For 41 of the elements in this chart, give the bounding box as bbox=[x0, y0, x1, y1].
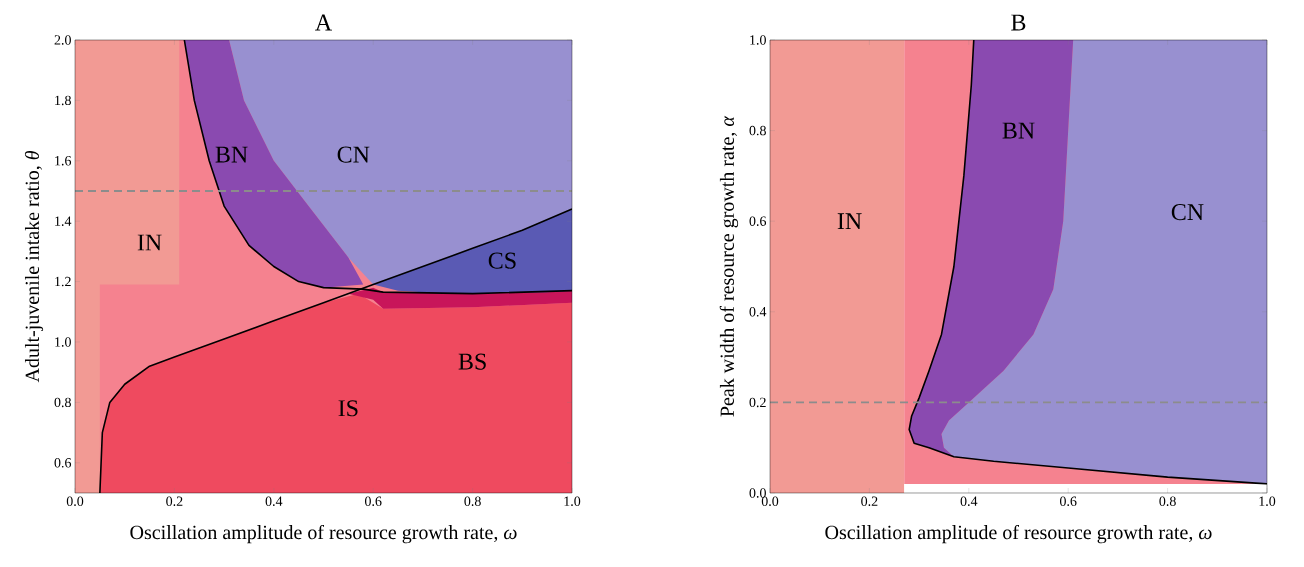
x-tick-label: 0.0 bbox=[761, 496, 779, 507]
x-tick-label: 1.0 bbox=[1259, 496, 1276, 507]
annotation: CN bbox=[337, 146, 370, 163]
x-tick-label: 0.2 bbox=[166, 496, 183, 507]
x-tick-label: 0.4 bbox=[265, 496, 283, 507]
annotation: CS bbox=[488, 252, 516, 269]
y-axis-title: Adult-juvenile intake ratio, θ bbox=[24, 150, 44, 383]
y-tick-label: 1.2 bbox=[55, 276, 71, 287]
x-tick-label: 0.8 bbox=[1159, 496, 1176, 507]
annotation: BN bbox=[1002, 122, 1035, 139]
y-tick-label: 0.6 bbox=[749, 216, 767, 226]
x-axis-title: Oscillation amplitude of resource growth rate, ω bbox=[825, 524, 1212, 544]
y-tick-label: 1.4 bbox=[55, 216, 72, 226]
y-tick-label: 1.6 bbox=[55, 156, 72, 166]
y-tick-label: 0.8 bbox=[54, 397, 71, 408]
x-tick-label: 0.0 bbox=[66, 496, 84, 507]
y-tick-label: 2.0 bbox=[54, 35, 71, 45]
x-axis-title: Oscillation amplitude of resource growth rate, ω bbox=[130, 524, 517, 544]
x-tick-label: 1.0 bbox=[564, 496, 581, 507]
annotation: IN bbox=[137, 234, 162, 251]
y-tick-label: 1.0 bbox=[750, 35, 766, 45]
y-tick-label: 0.8 bbox=[749, 125, 766, 136]
annotation: BN bbox=[215, 146, 248, 163]
y-tick-label: 0.0 bbox=[749, 488, 766, 498]
annotation: IS bbox=[338, 400, 358, 417]
x-tick-label: 0.6 bbox=[1059, 496, 1077, 507]
y-axis-title: Peak width of resource growth rate, α bbox=[719, 115, 739, 417]
chart-title: A bbox=[315, 14, 332, 31]
annotation: IN bbox=[837, 213, 862, 230]
y-tick-label: 0.4 bbox=[749, 307, 767, 317]
annotation: BS bbox=[458, 353, 486, 370]
annotation: CN bbox=[1171, 204, 1204, 221]
x-tick-label: 0.4 bbox=[960, 496, 978, 507]
chart-title: B bbox=[1011, 14, 1026, 31]
x-tick-label: 0.2 bbox=[861, 496, 878, 507]
y-tick-label: 0.2 bbox=[749, 397, 766, 408]
x-tick-label: 0.8 bbox=[464, 496, 481, 507]
x-tick-label: 0.6 bbox=[364, 496, 382, 507]
y-tick-label: 0.6 bbox=[54, 458, 72, 468]
y-tick-label: 1.8 bbox=[55, 95, 71, 106]
y-tick-label: 1.0 bbox=[55, 337, 71, 347]
